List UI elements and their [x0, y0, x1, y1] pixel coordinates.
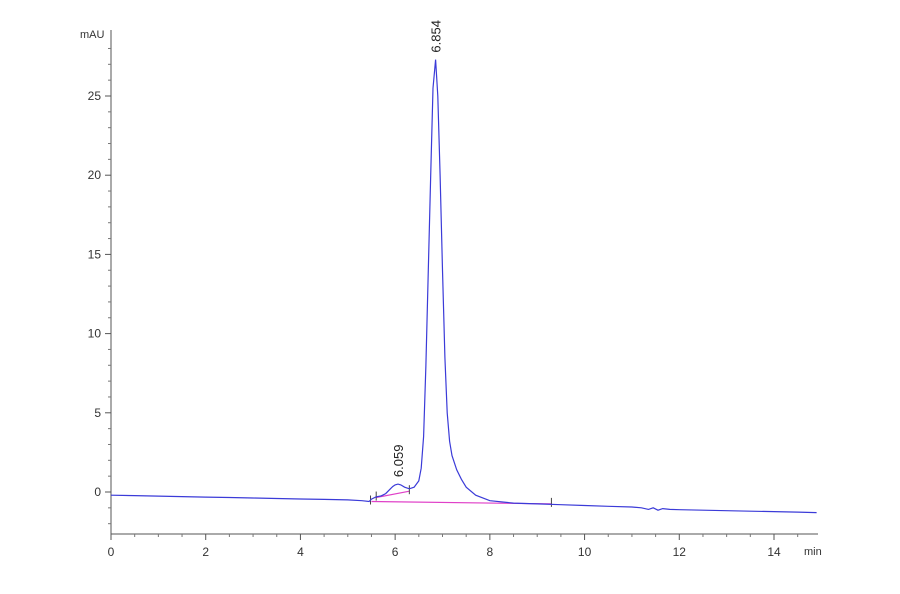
y-tick-label: 15: [88, 247, 102, 261]
y-axis-unit: mAU: [80, 29, 105, 41]
x-ticks: 0 2 4 6 8 10 12 14: [108, 534, 799, 559]
x-axis-unit: min: [804, 546, 822, 558]
signal-trace: [110, 59, 817, 514]
peak-label: 6.059: [391, 445, 406, 478]
x-tick-label: 10: [578, 545, 592, 559]
y-axis: 0 5 10 15 20 25 mAU: [80, 29, 112, 534]
x-tick-label: 8: [487, 545, 494, 559]
x-tick-label: 2: [202, 545, 209, 559]
integration-baselines: [371, 490, 552, 505]
integration-baseline: [376, 490, 410, 499]
peak-labels: 6.059 6.854: [391, 20, 444, 477]
x-tick-label: 14: [767, 545, 781, 559]
y-tick-label: 25: [88, 89, 102, 103]
peak-label: 6.854: [429, 20, 444, 53]
x-tick-label: 4: [297, 545, 304, 559]
x-tick-label: 6: [392, 545, 399, 559]
y-tick-label: 5: [94, 406, 101, 420]
y-tick-label: 20: [88, 168, 102, 182]
y-tick-label: 10: [88, 327, 102, 341]
x-tick-label: 0: [108, 545, 115, 559]
y-tick-label: 0: [94, 485, 101, 499]
x-axis: 0 2 4 6 8 10 12 14 min: [108, 533, 822, 559]
x-tick-label: 12: [673, 545, 687, 559]
y-ticks: 0 5 10 15 20 25: [88, 47, 111, 525]
